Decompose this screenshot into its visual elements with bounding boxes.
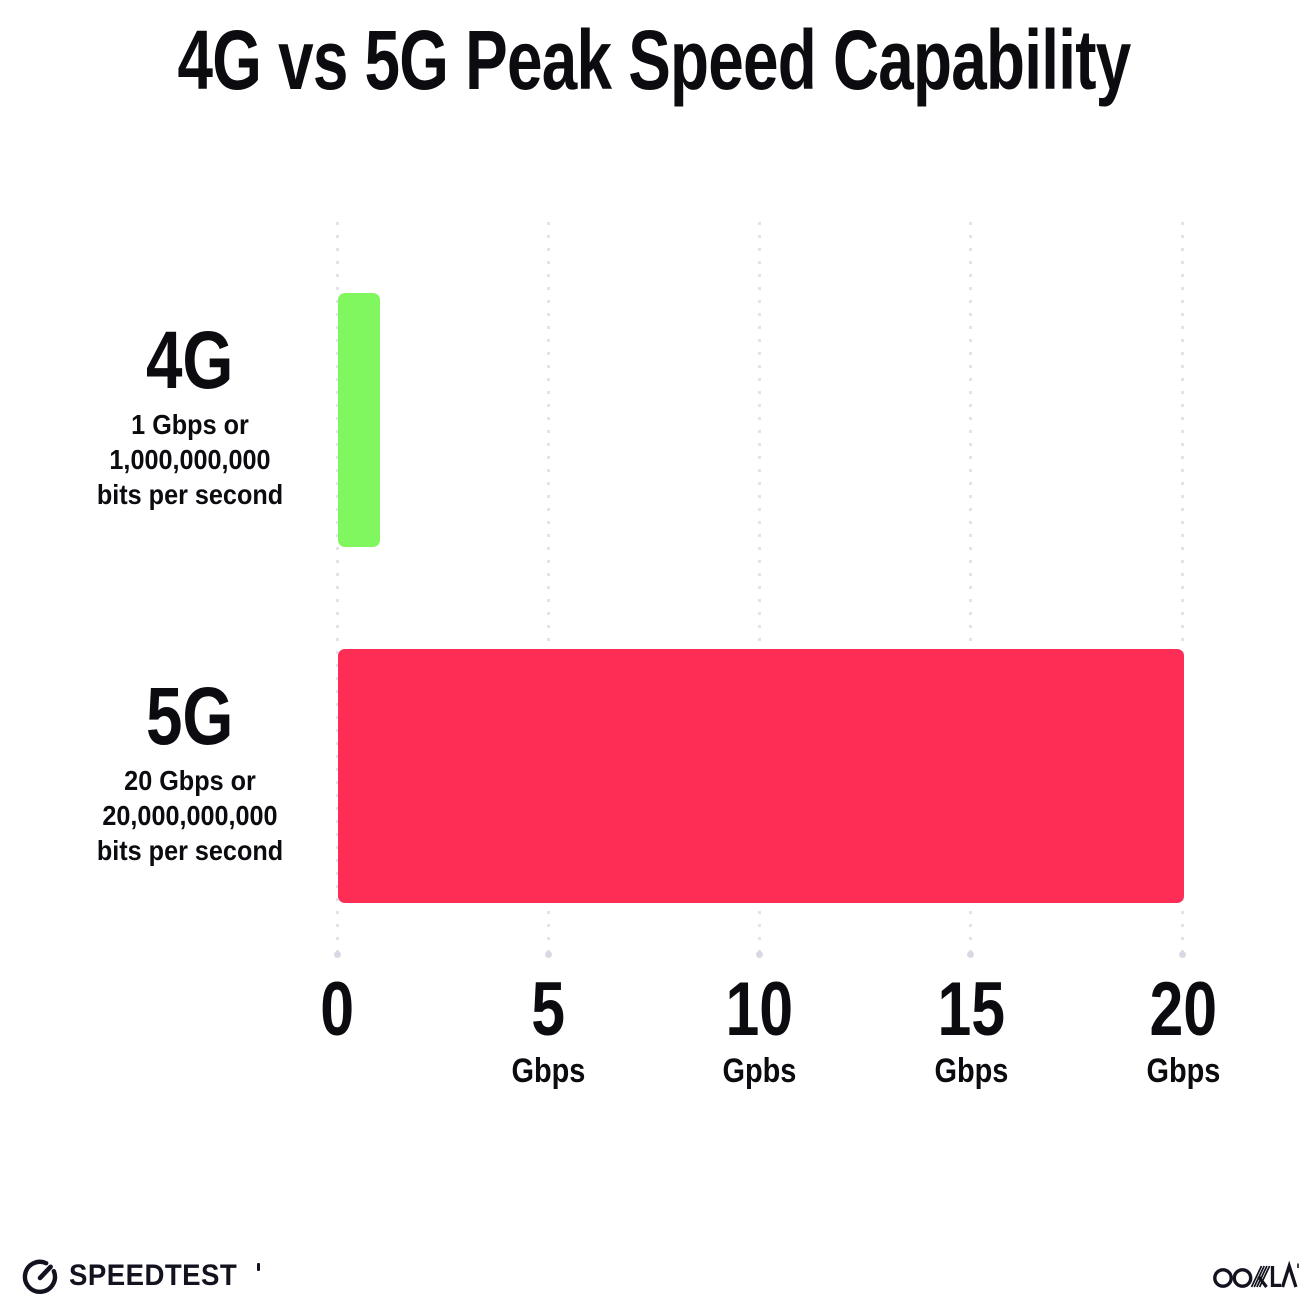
x-tick-10-value: 10 — [725, 967, 793, 1052]
gridline-0-gbps — [334, 222, 341, 958]
x-tick-5: 5 Gbps — [438, 967, 658, 1091]
x-tick-5-value: 5 — [531, 967, 565, 1052]
x-tick-5-unit: Gbps — [511, 1052, 585, 1090]
speedtest-logo: SPEEDTEST — [20, 1256, 260, 1296]
gridline-20-gbps — [1179, 222, 1186, 958]
bar-5g — [338, 649, 1184, 903]
x-tick-20: 20 Gbps — [1073, 967, 1293, 1091]
x-tick-10: 10 Gpbs — [649, 967, 869, 1091]
speedtest-wordmark: SPEEDTEST — [69, 1259, 238, 1292]
row-label-4g-subline-3: bits per second — [96, 479, 284, 510]
page-title: 4G vs 5G Peak Speed Capability — [0, 18, 1308, 102]
row-label-4g-subline-1: 1 Gbps or — [131, 409, 249, 440]
ookla-wordmark-icon — [1213, 1260, 1299, 1288]
gridline-15-gbps — [967, 222, 974, 958]
row-label-5g-sublabel: 20 Gbps or 20,000,000,000 bits per secon… — [30, 763, 350, 868]
row-label-5g-subline-2: 20,000,000,000 — [102, 800, 278, 831]
x-tick-10-unit: Gpbs — [722, 1052, 796, 1090]
row-label-4g-title: 4G — [146, 315, 234, 406]
row-label-5g-subline-3: bits per second — [96, 835, 284, 866]
gridline-10-gbps — [756, 222, 763, 958]
x-tick-15: 15 Gbps — [861, 967, 1081, 1091]
row-label-4g-subline-2: 1,000,000,000 — [109, 444, 271, 475]
x-tick-0-unit — [227, 1052, 447, 1090]
x-tick-15-value: 15 — [937, 967, 1005, 1052]
row-label-5g: 5G 20 Gbps or 20,000,000,000 bits per se… — [30, 671, 350, 868]
speedtest-trademark-tick — [256, 1263, 260, 1271]
bar-4g — [338, 293, 380, 547]
ookla-logo — [1213, 1256, 1299, 1297]
row-label-4g: 4G 1 Gbps or 1,000,000,000 bits per seco… — [30, 315, 350, 512]
x-tick-0: 0 — [227, 972, 447, 1090]
x-tick-20-value: 20 — [1149, 967, 1217, 1052]
row-label-4g-sublabel: 1 Gbps or 1,000,000,000 bits per second — [30, 407, 350, 512]
gridline-5-gbps — [545, 222, 552, 958]
speedtest-gauge-icon — [22, 1259, 58, 1295]
page-title-text: 4G vs 5G Peak Speed Capability — [177, 13, 1132, 107]
x-tick-20-unit: Gbps — [1146, 1052, 1220, 1090]
x-tick-15-unit: Gbps — [934, 1052, 1008, 1090]
x-tick-0-value: 0 — [320, 967, 354, 1052]
row-label-5g-title: 5G — [146, 671, 234, 762]
row-label-5g-subline-1: 20 Gbps or — [124, 765, 256, 796]
